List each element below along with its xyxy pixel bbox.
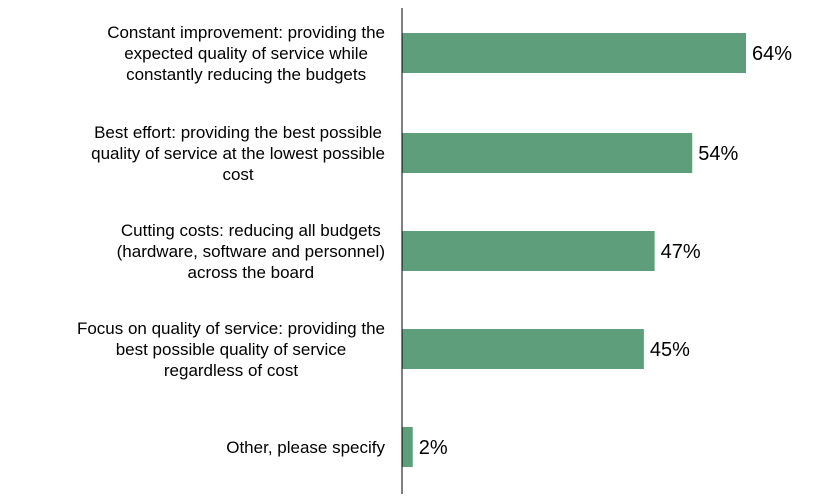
category-label-line: across the board [187,263,314,282]
value-label-4: 2% [419,437,448,459]
value-label-2: 47% [661,241,701,263]
bar-3 [402,329,644,369]
category-label-4: Other, please specify [226,438,385,457]
bar-4 [402,427,413,467]
value-label-0: 64% [752,43,792,65]
value-label-1: 54% [698,143,738,165]
category-label-line: Constant improvement: providing the [107,23,385,42]
category-label-2: Cutting costs: reducing all budgets (hard… [117,221,385,282]
category-label-line: (hardware, software and personnel) [117,242,385,261]
category-label-1: Best effort: providing the best possible… [91,123,385,184]
category-label-3: Focus on quality of service: providing t… [77,319,385,380]
bars-group [402,33,746,467]
value-labels-group: 64% 54% 47% 45% 2% [419,43,792,459]
category-label-line: constantly reducing the budgets [126,65,366,84]
category-label-line: Focus on quality of service: providing t… [77,319,385,338]
category-label-line: Other, please specify [226,438,385,457]
category-label-0: Constant improvement: providing the expec… [107,23,385,84]
category-label-line: cost [222,165,253,184]
category-label-line: Best effort: providing the best possible [94,123,382,142]
category-label-line: Cutting costs: reducing all budgets [121,221,381,240]
category-label-line: best possible quality of service [116,340,347,359]
category-label-line: expected quality of service while [124,44,368,63]
bar-0 [402,33,746,73]
bar-1 [402,133,693,173]
category-labels-group: Constant improvement: providing the expec… [77,23,386,457]
category-label-line: regardless of cost [164,361,298,380]
category-label-line: quality of service at the lowest possibl… [91,144,385,163]
bar-2 [402,231,655,271]
value-label-3: 45% [650,339,690,361]
